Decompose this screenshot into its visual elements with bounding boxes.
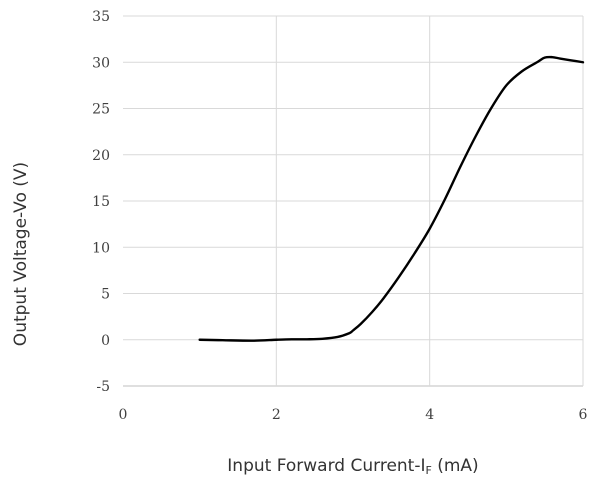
x-tick-label: 2 [272,407,281,423]
y-tick-label: 0 [101,333,110,349]
x-axis-label-main: Input Forward Current-I [227,456,425,476]
y-tick-label: 15 [92,194,110,210]
x-tick-label: 6 [579,407,588,423]
y-tick-label: 10 [92,240,110,256]
y-tick-label: 5 [101,287,110,303]
y-tick-label: 30 [92,55,110,71]
x-axis-label-subscript: F [426,464,432,477]
tick-labels: 35 30 25 20 15 10 5 0 -5 0 2 4 6 [92,9,587,423]
x-tick-label: 4 [425,407,434,423]
y-axis-label: Output Voltage-Vo (V) [11,162,31,346]
grid-layer [123,15,584,387]
y-tick-label: -5 [96,379,110,395]
x-axis-label: Input Forward Current-IF (mA) [227,456,478,477]
series-line [198,55,585,342]
series-layer [198,55,585,342]
x-axis-label-unit: (mA) [432,456,479,476]
y-tick-label: 35 [92,9,110,25]
x-tick-label: 0 [119,407,128,423]
y-tick-label: 25 [92,102,110,118]
y-tick-label: 20 [92,148,110,164]
